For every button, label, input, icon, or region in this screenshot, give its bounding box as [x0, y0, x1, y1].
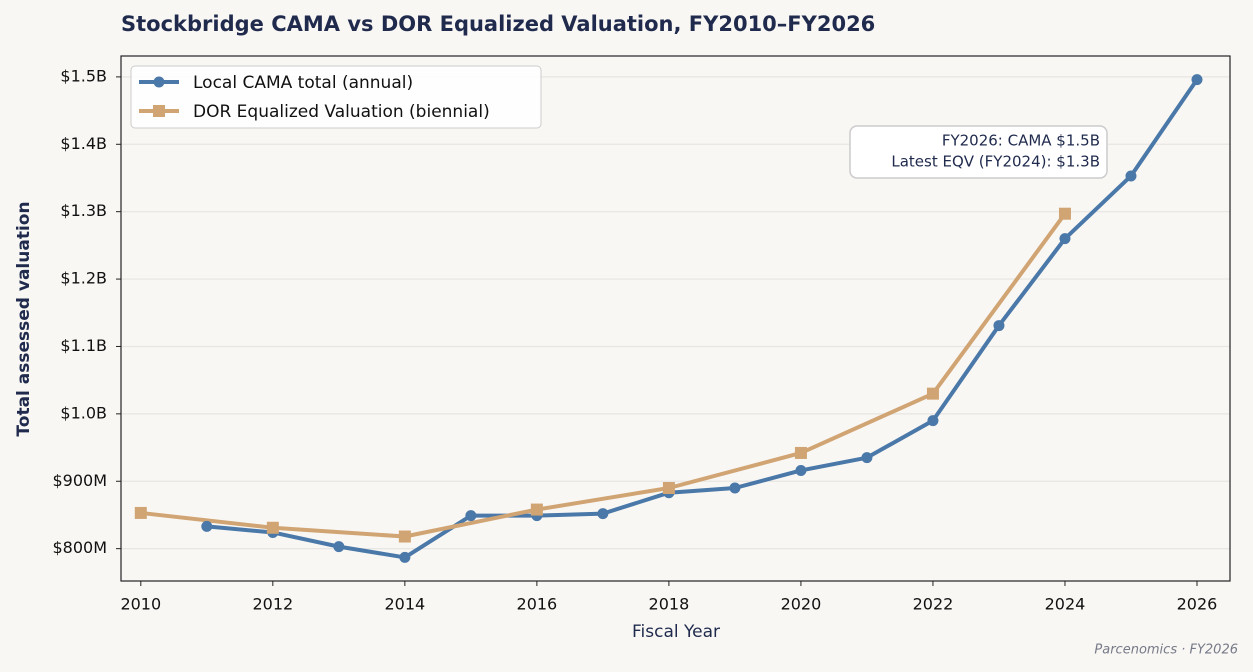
y-tick-label: $1.3B [60, 201, 107, 220]
y-axis-label: Total assessed valuation [14, 201, 34, 436]
annotation-box [849, 125, 1108, 179]
chart-title: Stockbridge CAMA vs DOR Equalized Valuat… [121, 12, 875, 36]
series-line [206, 78, 1199, 560]
marker [134, 506, 147, 519]
y-tick-label: $900M [52, 471, 107, 490]
marker [927, 415, 939, 427]
y-tick-label: $1.2B [60, 269, 107, 288]
footer: Parcenomics · FY2026 [1094, 643, 1238, 658]
x-tick-label: 2022 [913, 595, 954, 614]
marker [662, 481, 675, 494]
x-tick-label: 2010 [120, 595, 161, 614]
y-tick-label: $1.4B [60, 134, 107, 153]
x-tick-label: 2024 [1045, 595, 1086, 614]
x-tick-label: 2026 [1177, 595, 1218, 614]
marker [1058, 207, 1071, 220]
marker [597, 508, 609, 520]
series-line [140, 212, 1067, 539]
marker [1125, 170, 1137, 182]
legend-box [130, 65, 542, 129]
marker [1059, 233, 1071, 245]
y-tick-label: $1.5B [60, 66, 107, 85]
marker [266, 521, 279, 534]
marker [398, 530, 411, 543]
x-tick-label: 2012 [252, 595, 293, 614]
x-axis-label: Fiscal Year [632, 622, 720, 642]
marker [530, 503, 543, 516]
marker [794, 446, 807, 459]
legend-marker [153, 76, 165, 88]
marker [795, 464, 807, 476]
x-tick-label: 2018 [649, 595, 690, 614]
marker [729, 482, 741, 494]
marker [861, 452, 873, 464]
legend-label: Local CAMA total (annual) [193, 73, 413, 93]
marker [465, 510, 477, 522]
marker [1191, 74, 1203, 86]
y-tick-label: $1.1B [60, 336, 107, 355]
plot-frame [120, 55, 1231, 582]
legend-marker [153, 105, 165, 117]
x-tick-label: 2014 [384, 595, 425, 614]
annotation-text: FY2026: CAMA $1.5B [942, 132, 1100, 150]
marker [333, 541, 345, 553]
marker [399, 551, 411, 563]
marker [926, 387, 939, 400]
x-tick-label: 2020 [781, 595, 822, 614]
marker [201, 520, 213, 532]
y-tick-label: $800M [52, 538, 107, 557]
legend-label: DOR Equalized Valuation (biennial) [193, 102, 490, 122]
annotation-text: Latest EQV (FY2024): $1.3B [891, 153, 1100, 171]
y-tick-label: $1.0B [60, 403, 107, 422]
marker [993, 320, 1005, 332]
x-tick-label: 2016 [517, 595, 558, 614]
